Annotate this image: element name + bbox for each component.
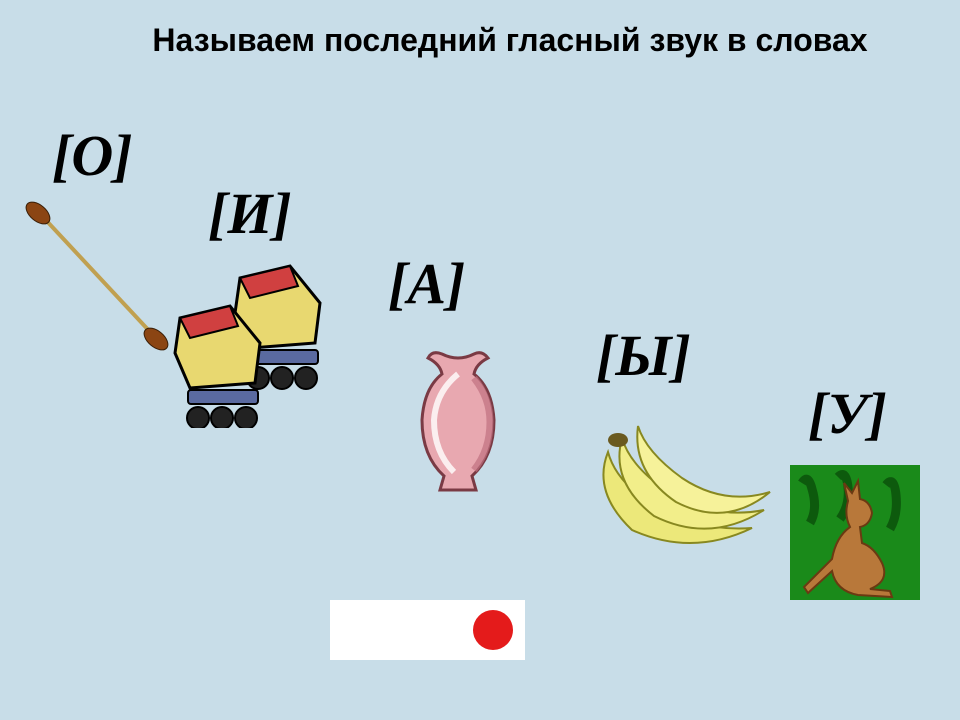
sound-label-i: [И] (208, 180, 292, 247)
item-oar (18, 195, 173, 355)
skates-icon (160, 258, 340, 428)
item-kangaroo (790, 465, 920, 600)
bananas-icon (582, 412, 772, 552)
sound-indicator-dot (473, 610, 513, 650)
kangaroo-icon (790, 465, 920, 600)
page-title: Называем последний гласный звук в словах (130, 22, 890, 59)
oar-icon (18, 195, 173, 355)
item-bananas (582, 412, 772, 552)
sound-label-u: [У] (808, 380, 887, 447)
item-skates (160, 258, 340, 428)
sound-label-y: [Ы] (596, 322, 691, 389)
item-vase (400, 348, 515, 498)
sound-label-o: [О] (52, 122, 133, 189)
sound-indicator-box (330, 600, 525, 660)
vase-icon (400, 348, 515, 498)
sound-label-a: [А] (388, 250, 465, 317)
